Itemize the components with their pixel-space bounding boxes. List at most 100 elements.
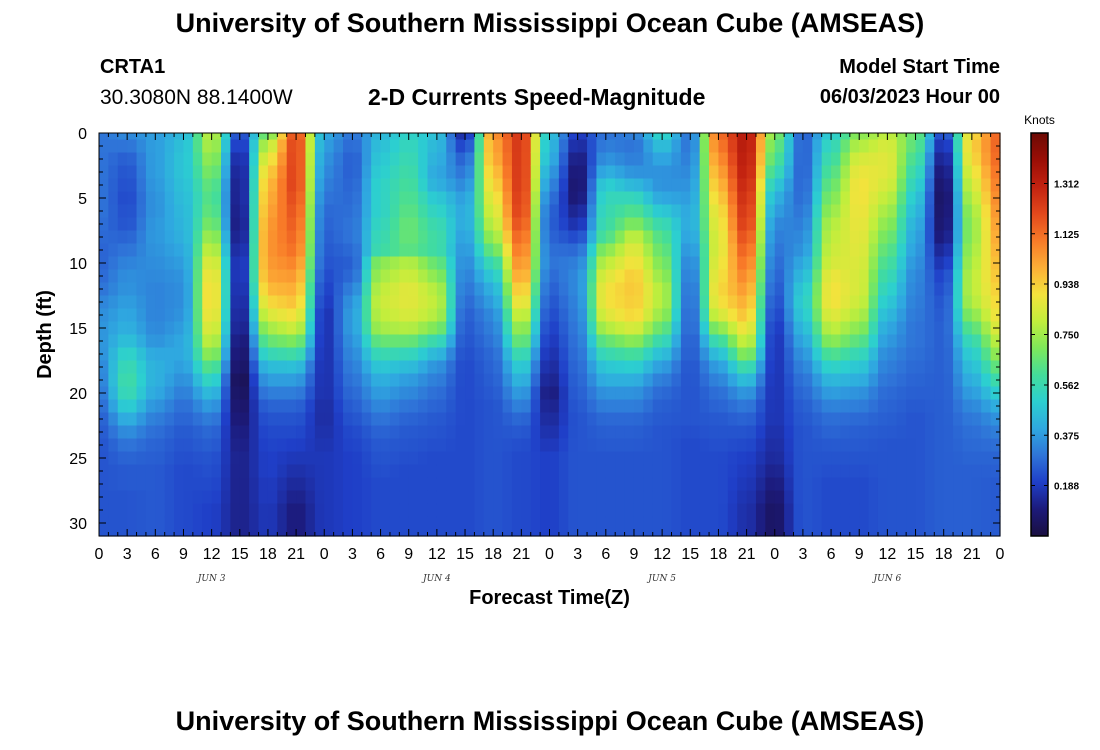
heatmap-cell — [202, 412, 213, 427]
heatmap-cell — [624, 477, 635, 492]
heatmap-cell — [680, 347, 691, 362]
heatmap-cell — [380, 516, 391, 537]
heatmap-cell — [145, 165, 156, 180]
heatmap-cell — [765, 347, 776, 362]
heatmap-cell — [493, 399, 504, 414]
heatmap-cell — [596, 139, 607, 154]
heatmap-cell — [343, 204, 354, 219]
heatmap-cell — [296, 165, 307, 180]
heatmap-cell — [906, 334, 917, 349]
heatmap-cell — [99, 347, 109, 362]
heatmap-cell — [887, 165, 898, 180]
heatmap-cell — [577, 516, 588, 537]
heatmap-cell — [286, 295, 297, 310]
heatmap-cell — [727, 165, 738, 180]
heatmap-cell — [221, 191, 231, 206]
heatmap-cell — [164, 191, 175, 206]
heatmap-cell — [324, 133, 335, 141]
heatmap-cell — [136, 282, 147, 297]
heatmap-cell — [108, 269, 119, 284]
heatmap-cell — [587, 373, 598, 388]
heatmap-cell — [455, 269, 466, 284]
heatmap-cell — [971, 360, 982, 375]
heatmap-cell — [465, 451, 476, 466]
heatmap-cell — [831, 516, 842, 537]
heatmap-cell — [155, 503, 166, 518]
heatmap-cell — [333, 269, 344, 284]
heatmap-cell — [474, 386, 485, 401]
heatmap-cell — [352, 191, 363, 206]
heatmap-cell — [774, 243, 785, 258]
heatmap-cell — [849, 256, 860, 271]
heatmap-cell — [877, 334, 888, 349]
heatmap-cell — [727, 243, 738, 258]
heatmap-cell — [493, 477, 504, 492]
heatmap-cell — [971, 295, 982, 310]
heatmap-cell — [718, 334, 729, 349]
heatmap-cell — [737, 347, 748, 362]
heatmap-cell — [971, 451, 982, 466]
heatmap-cell — [868, 425, 879, 440]
heatmap-cell — [652, 152, 663, 167]
heatmap-cell — [540, 347, 551, 362]
heatmap-cell — [267, 334, 278, 349]
day-label: JUN 3 — [196, 574, 226, 584]
heatmap-cell — [389, 217, 400, 232]
heatmap-cell — [652, 438, 663, 453]
heatmap-cell — [155, 204, 166, 219]
heatmap-cell — [849, 191, 860, 206]
heatmap-cell — [737, 451, 748, 466]
heatmap-cell — [314, 451, 325, 466]
heatmap-cell — [127, 282, 138, 297]
heatmap-cell — [183, 451, 194, 466]
heatmap-cell — [202, 243, 213, 258]
heatmap-cell — [239, 191, 250, 206]
heatmap-cell — [436, 165, 447, 180]
heatmap-cell — [859, 308, 870, 323]
heatmap-cell — [915, 295, 926, 310]
heatmap-cell — [633, 451, 644, 466]
heatmap-cell — [343, 399, 354, 414]
heatmap-cell — [934, 165, 945, 180]
heatmap-cell — [352, 464, 363, 479]
heatmap-cell — [502, 373, 513, 388]
heatmap-cell — [577, 399, 588, 414]
heatmap-cell — [971, 230, 982, 245]
heatmap-cell — [164, 308, 175, 323]
heatmap-cell — [127, 360, 138, 375]
heatmap-cell — [615, 191, 626, 206]
heatmap-cell — [136, 451, 147, 466]
heatmap-cell — [990, 399, 1001, 414]
heatmap-cell — [136, 152, 147, 167]
heatmap-cell — [831, 386, 842, 401]
heatmap-cell — [230, 490, 241, 505]
heatmap-cell — [380, 438, 391, 453]
heatmap-cell — [793, 133, 804, 141]
x-tick-label: 12 — [203, 546, 221, 563]
heatmap-cell — [305, 399, 316, 414]
heatmap-cell — [802, 386, 813, 401]
heatmap-cell — [408, 503, 419, 518]
heatmap-cell — [662, 412, 673, 427]
heatmap-cell — [371, 477, 382, 492]
heatmap-cell — [540, 139, 551, 154]
heatmap-cell — [896, 347, 907, 362]
heatmap-cell — [389, 308, 400, 323]
heatmap-cell — [239, 438, 250, 453]
heatmap-cell — [737, 165, 748, 180]
heatmap-cell — [774, 360, 785, 375]
heatmap-cell — [755, 165, 766, 180]
heatmap-cell — [812, 139, 823, 154]
heatmap-cell — [145, 139, 156, 154]
heatmap-cell — [849, 464, 860, 479]
heatmap-cell — [737, 334, 748, 349]
heatmap-cell — [145, 399, 156, 414]
heatmap-cell — [155, 139, 166, 154]
heatmap-cell — [502, 243, 513, 258]
heatmap-cell — [511, 139, 522, 154]
heatmap-cell — [774, 490, 785, 505]
heatmap-cell — [831, 464, 842, 479]
heatmap-cell — [699, 321, 710, 336]
heatmap-cell — [521, 503, 532, 518]
heatmap-cell — [727, 347, 738, 362]
